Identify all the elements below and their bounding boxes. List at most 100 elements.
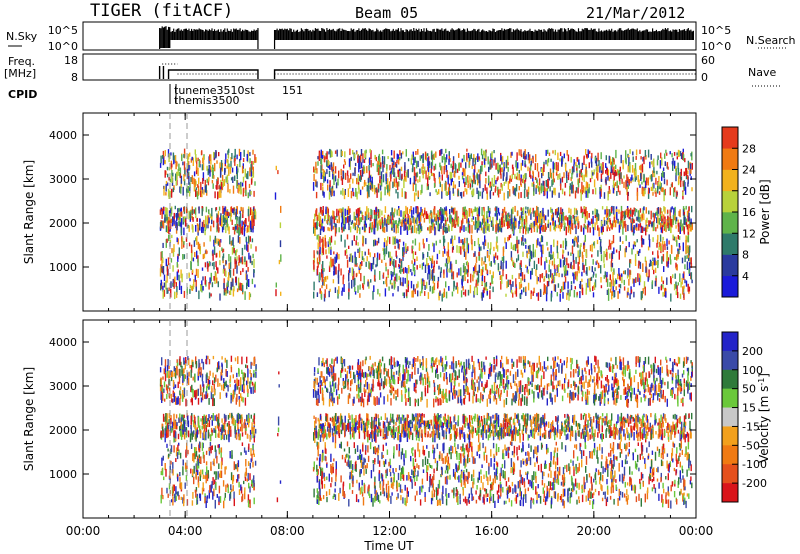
power-echo-cell: [436, 253, 439, 260]
power-echo-cell: [227, 280, 229, 288]
power-echo-cell: [677, 291, 679, 299]
power-echo-cell: [688, 262, 691, 271]
power-echo-cell: [492, 226, 494, 231]
power-echo-cell: [465, 209, 468, 216]
velocity-echo-cell: [205, 391, 207, 400]
power-echo-cell: [675, 172, 677, 182]
power-echo-cell: [187, 224, 189, 229]
power-echo-cell: [316, 234, 318, 240]
power-echo-cell: [423, 279, 425, 286]
power-echo-cell: [443, 269, 445, 275]
power-echo-cell: [162, 266, 165, 275]
power-echo-cell: [400, 152, 403, 159]
power-echo-cell: [415, 151, 417, 155]
power-echo-cell: [334, 240, 336, 245]
power-echo-cell: [479, 173, 481, 181]
velocity-echo-cell: [196, 389, 198, 397]
power-echo-cell: [546, 159, 549, 167]
power-echo-cell: [680, 168, 682, 176]
power-echo-cell: [596, 216, 598, 225]
power-echo-cell: [568, 292, 570, 301]
power-echo-cell: [375, 156, 378, 162]
power-echo-cell: [552, 221, 554, 225]
velocity-echo-cell: [216, 455, 218, 464]
power-echo-cell: [437, 221, 439, 230]
power-echo-cell: [320, 149, 322, 159]
velocity-echo-cell: [249, 369, 251, 374]
power-echo-cell: [187, 155, 189, 162]
power-echo-cell: [354, 167, 356, 177]
power-echo-cell: [421, 263, 424, 270]
power-echo-cell: [613, 172, 615, 181]
power-echo-cell: [512, 206, 514, 214]
power-echo-cell: [592, 292, 595, 298]
power-echo-cell: [391, 162, 394, 170]
power-echo-cell: [489, 270, 491, 275]
velocity-echo-cell: [207, 418, 210, 422]
power-echo-cell: [485, 282, 487, 291]
velocity-echo-cell: [205, 420, 207, 424]
velocity-echo-cell: [174, 431, 176, 439]
power-echo-cell: [664, 243, 666, 251]
power-echo-cell: [321, 210, 324, 216]
power-echo-cell: [204, 179, 206, 189]
velocity-echo-cell: [226, 359, 228, 369]
power-echo-cell: [202, 276, 204, 281]
velocity-echo-cell: [175, 458, 177, 462]
power-echo-cell: [358, 166, 360, 173]
power-echo-cell: [348, 292, 350, 300]
power-echo-cell: [650, 161, 653, 165]
power-echo-cell: [650, 174, 653, 182]
power-echo-cell: [600, 265, 602, 274]
power-echo-cell: [414, 157, 416, 163]
power-echo-cell: [492, 216, 494, 226]
power-echo-cell: [597, 250, 599, 257]
power-echo-cell: [391, 256, 393, 265]
power-echo-cell: [542, 180, 544, 186]
power-echo-cell: [321, 218, 324, 224]
power-echo-cell: [410, 206, 412, 212]
power-echo-cell: [606, 219, 609, 228]
power-echo-cell: [537, 292, 540, 301]
power-echo-cell: [593, 271, 595, 276]
power-echo-cell: [251, 211, 253, 215]
power-echo-cell: [440, 207, 442, 212]
power-echo-cell: [676, 190, 678, 197]
power-echo-cell: [179, 167, 182, 176]
power-echo-cell: [590, 276, 593, 281]
power-echo-cell: [313, 225, 315, 234]
power-echo-cell: [176, 286, 178, 295]
power-echo-cell: [381, 210, 383, 216]
power-echo-cell: [667, 166, 669, 170]
power-echo-cell: [620, 172, 622, 179]
beam-label: Beam 05: [355, 4, 418, 22]
velocity-echo-cell: [207, 429, 210, 439]
power-echo-cell: [211, 282, 214, 288]
power-echo-cell: [313, 291, 315, 299]
power-echo-cell: [407, 158, 410, 162]
power-echo-cell: [323, 279, 325, 286]
power-echo-cell: [634, 208, 636, 217]
power-echo-cell: [677, 282, 679, 286]
power-echo-cell: [232, 278, 234, 287]
power-echo-cell: [629, 269, 631, 278]
power-echo-cell: [176, 171, 178, 181]
power-echo-cell: [194, 207, 197, 215]
power-echo-cell: [449, 209, 451, 214]
power-echo-cell: [367, 281, 369, 287]
power-echo-cell: [358, 247, 361, 253]
velocity-echo-cell: [171, 421, 174, 431]
velocity-echo-cell: [202, 420, 205, 428]
power-echo-cell: [503, 214, 505, 224]
power-echo-cell: [373, 224, 375, 232]
power-echo-cell: [660, 245, 663, 252]
power-echo-cell: [485, 264, 488, 271]
power-echo-cell: [599, 241, 602, 247]
power-echo-cell: [563, 257, 566, 266]
power-echo-cell: [440, 149, 442, 156]
power-echo-cell: [213, 261, 215, 270]
power-echo-cell: [209, 235, 211, 242]
power-echo-cell: [451, 271, 453, 277]
velocity-echo-cell: [174, 384, 177, 388]
power-echo-cell: [372, 262, 374, 270]
